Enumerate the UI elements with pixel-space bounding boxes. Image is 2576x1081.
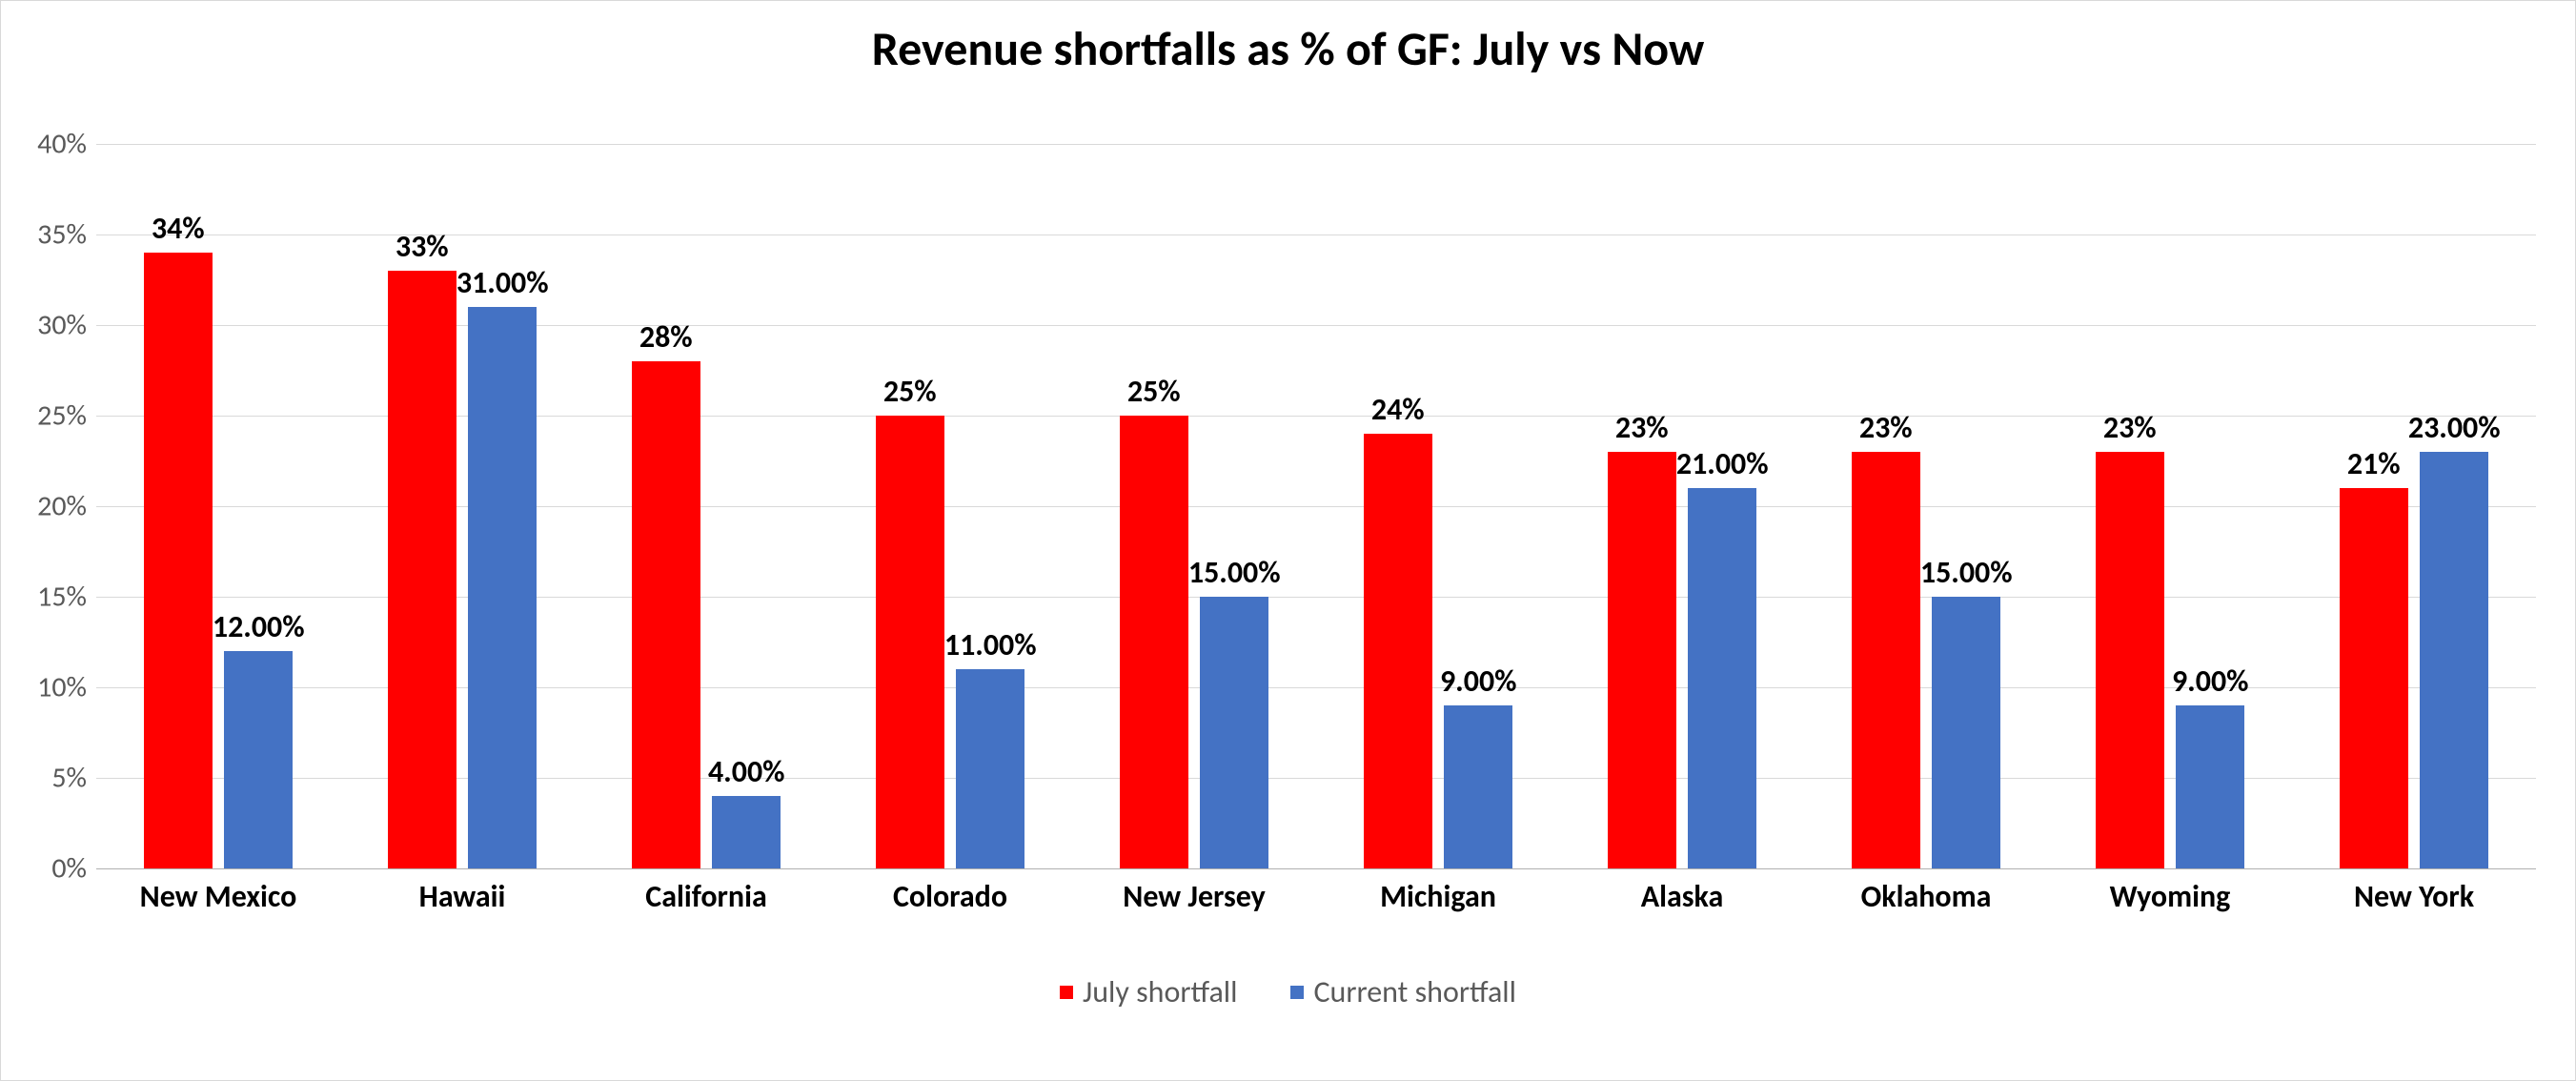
- bar-group: 24%9.00%: [1316, 144, 1560, 868]
- bar-group: 34%12.00%: [96, 144, 340, 868]
- x-category-label: California: [584, 878, 828, 915]
- data-label: 11.00%: [944, 626, 1037, 669]
- x-category-label: Hawaii: [340, 878, 584, 915]
- bar-group: 25%11.00%: [828, 144, 1072, 868]
- data-label: 15.00%: [1920, 554, 2013, 597]
- bars-layer: 34%12.00%33%31.00%28%4.00%25%11.00%25%15…: [96, 144, 2536, 868]
- bar: 25%: [1120, 416, 1188, 868]
- bar: 15.00%: [1200, 597, 1268, 868]
- bar: 23.00%: [2420, 452, 2488, 868]
- bar-group: 25%15.00%: [1072, 144, 1316, 868]
- y-tick-label: 25%: [37, 398, 96, 434]
- y-tick-label: 10%: [37, 670, 96, 705]
- data-label: 4.00%: [708, 753, 785, 796]
- legend-item: July shortfall: [1060, 973, 1237, 1010]
- data-label: 12.00%: [213, 608, 305, 651]
- bar: 23%: [1608, 452, 1676, 868]
- y-tick-label: 20%: [37, 489, 96, 524]
- chart-title: Revenue shortfalls as % of GF: July vs N…: [1, 20, 2575, 78]
- x-axis-labels: New MexicoHawaiiCaliforniaColoradoNew Je…: [96, 878, 2536, 935]
- legend-swatch: [1290, 986, 1304, 999]
- plot-area: 0%5%10%15%20%25%30%35%40% 34%12.00%33%31…: [96, 144, 2536, 868]
- bar-group: 23%15.00%: [1804, 144, 2048, 868]
- x-category-label: New York: [2292, 878, 2536, 915]
- data-label: 23%: [2103, 409, 2157, 452]
- bar: 23%: [1852, 452, 1920, 868]
- data-label: 21%: [2347, 445, 2401, 488]
- gridline: [96, 868, 2536, 869]
- data-label: 23.00%: [2408, 409, 2501, 452]
- bar: 4.00%: [712, 796, 781, 868]
- bar: 15.00%: [1932, 597, 2000, 868]
- bar: 25%: [876, 416, 944, 868]
- data-label: 25%: [1127, 373, 1181, 416]
- y-tick-label: 40%: [37, 127, 96, 162]
- data-label: 9.00%: [2172, 663, 2249, 705]
- legend-label: Current shortfall: [1313, 973, 1516, 1010]
- bar: 23%: [2096, 452, 2164, 868]
- data-label: 23%: [1615, 409, 1669, 452]
- x-category-label: Alaska: [1560, 878, 1804, 915]
- data-label: 25%: [883, 373, 937, 416]
- y-tick-label: 15%: [37, 580, 96, 615]
- legend-swatch: [1060, 986, 1073, 999]
- bar-group: 28%4.00%: [584, 144, 828, 868]
- legend-item: Current shortfall: [1290, 973, 1516, 1010]
- data-label: 31.00%: [456, 264, 549, 307]
- bar: 34%: [144, 253, 213, 868]
- bar: 24%: [1364, 434, 1432, 868]
- x-category-label: Wyoming: [2048, 878, 2292, 915]
- bar: 28%: [632, 361, 700, 868]
- legend-label: July shortfall: [1083, 973, 1237, 1010]
- x-category-label: Oklahoma: [1804, 878, 2048, 915]
- x-category-label: New Jersey: [1072, 878, 1316, 915]
- chart-container: Revenue shortfalls as % of GF: July vs N…: [0, 0, 2576, 1081]
- data-label: 24%: [1371, 391, 1425, 434]
- bar: 21%: [2340, 488, 2408, 868]
- bar-group: 33%31.00%: [340, 144, 584, 868]
- x-category-label: New Mexico: [96, 878, 340, 915]
- data-label: 34%: [152, 210, 205, 253]
- data-label: 33%: [396, 228, 449, 271]
- bar: 31.00%: [468, 307, 537, 868]
- bar: 9.00%: [2176, 705, 2244, 868]
- data-label: 15.00%: [1188, 554, 1281, 597]
- data-label: 21.00%: [1676, 445, 1769, 488]
- bar-group: 23%21.00%: [1560, 144, 1804, 868]
- y-tick-label: 30%: [37, 308, 96, 343]
- bar: 11.00%: [956, 669, 1024, 868]
- data-label: 9.00%: [1440, 663, 1517, 705]
- bar-group: 23%9.00%: [2048, 144, 2292, 868]
- bar: 33%: [388, 271, 456, 868]
- bar: 9.00%: [1444, 705, 1512, 868]
- bar: 12.00%: [224, 651, 293, 868]
- bar: 21.00%: [1688, 488, 1756, 868]
- y-tick-label: 5%: [51, 761, 96, 796]
- data-label: 28%: [639, 318, 693, 361]
- y-tick-label: 0%: [51, 851, 96, 887]
- y-tick-label: 35%: [37, 217, 96, 253]
- x-category-label: Colorado: [828, 878, 1072, 915]
- legend: July shortfall Current shortfall: [1, 973, 2575, 1010]
- data-label: 23%: [1859, 409, 1913, 452]
- x-category-label: Michigan: [1316, 878, 1560, 915]
- bar-group: 21%23.00%: [2292, 144, 2536, 868]
